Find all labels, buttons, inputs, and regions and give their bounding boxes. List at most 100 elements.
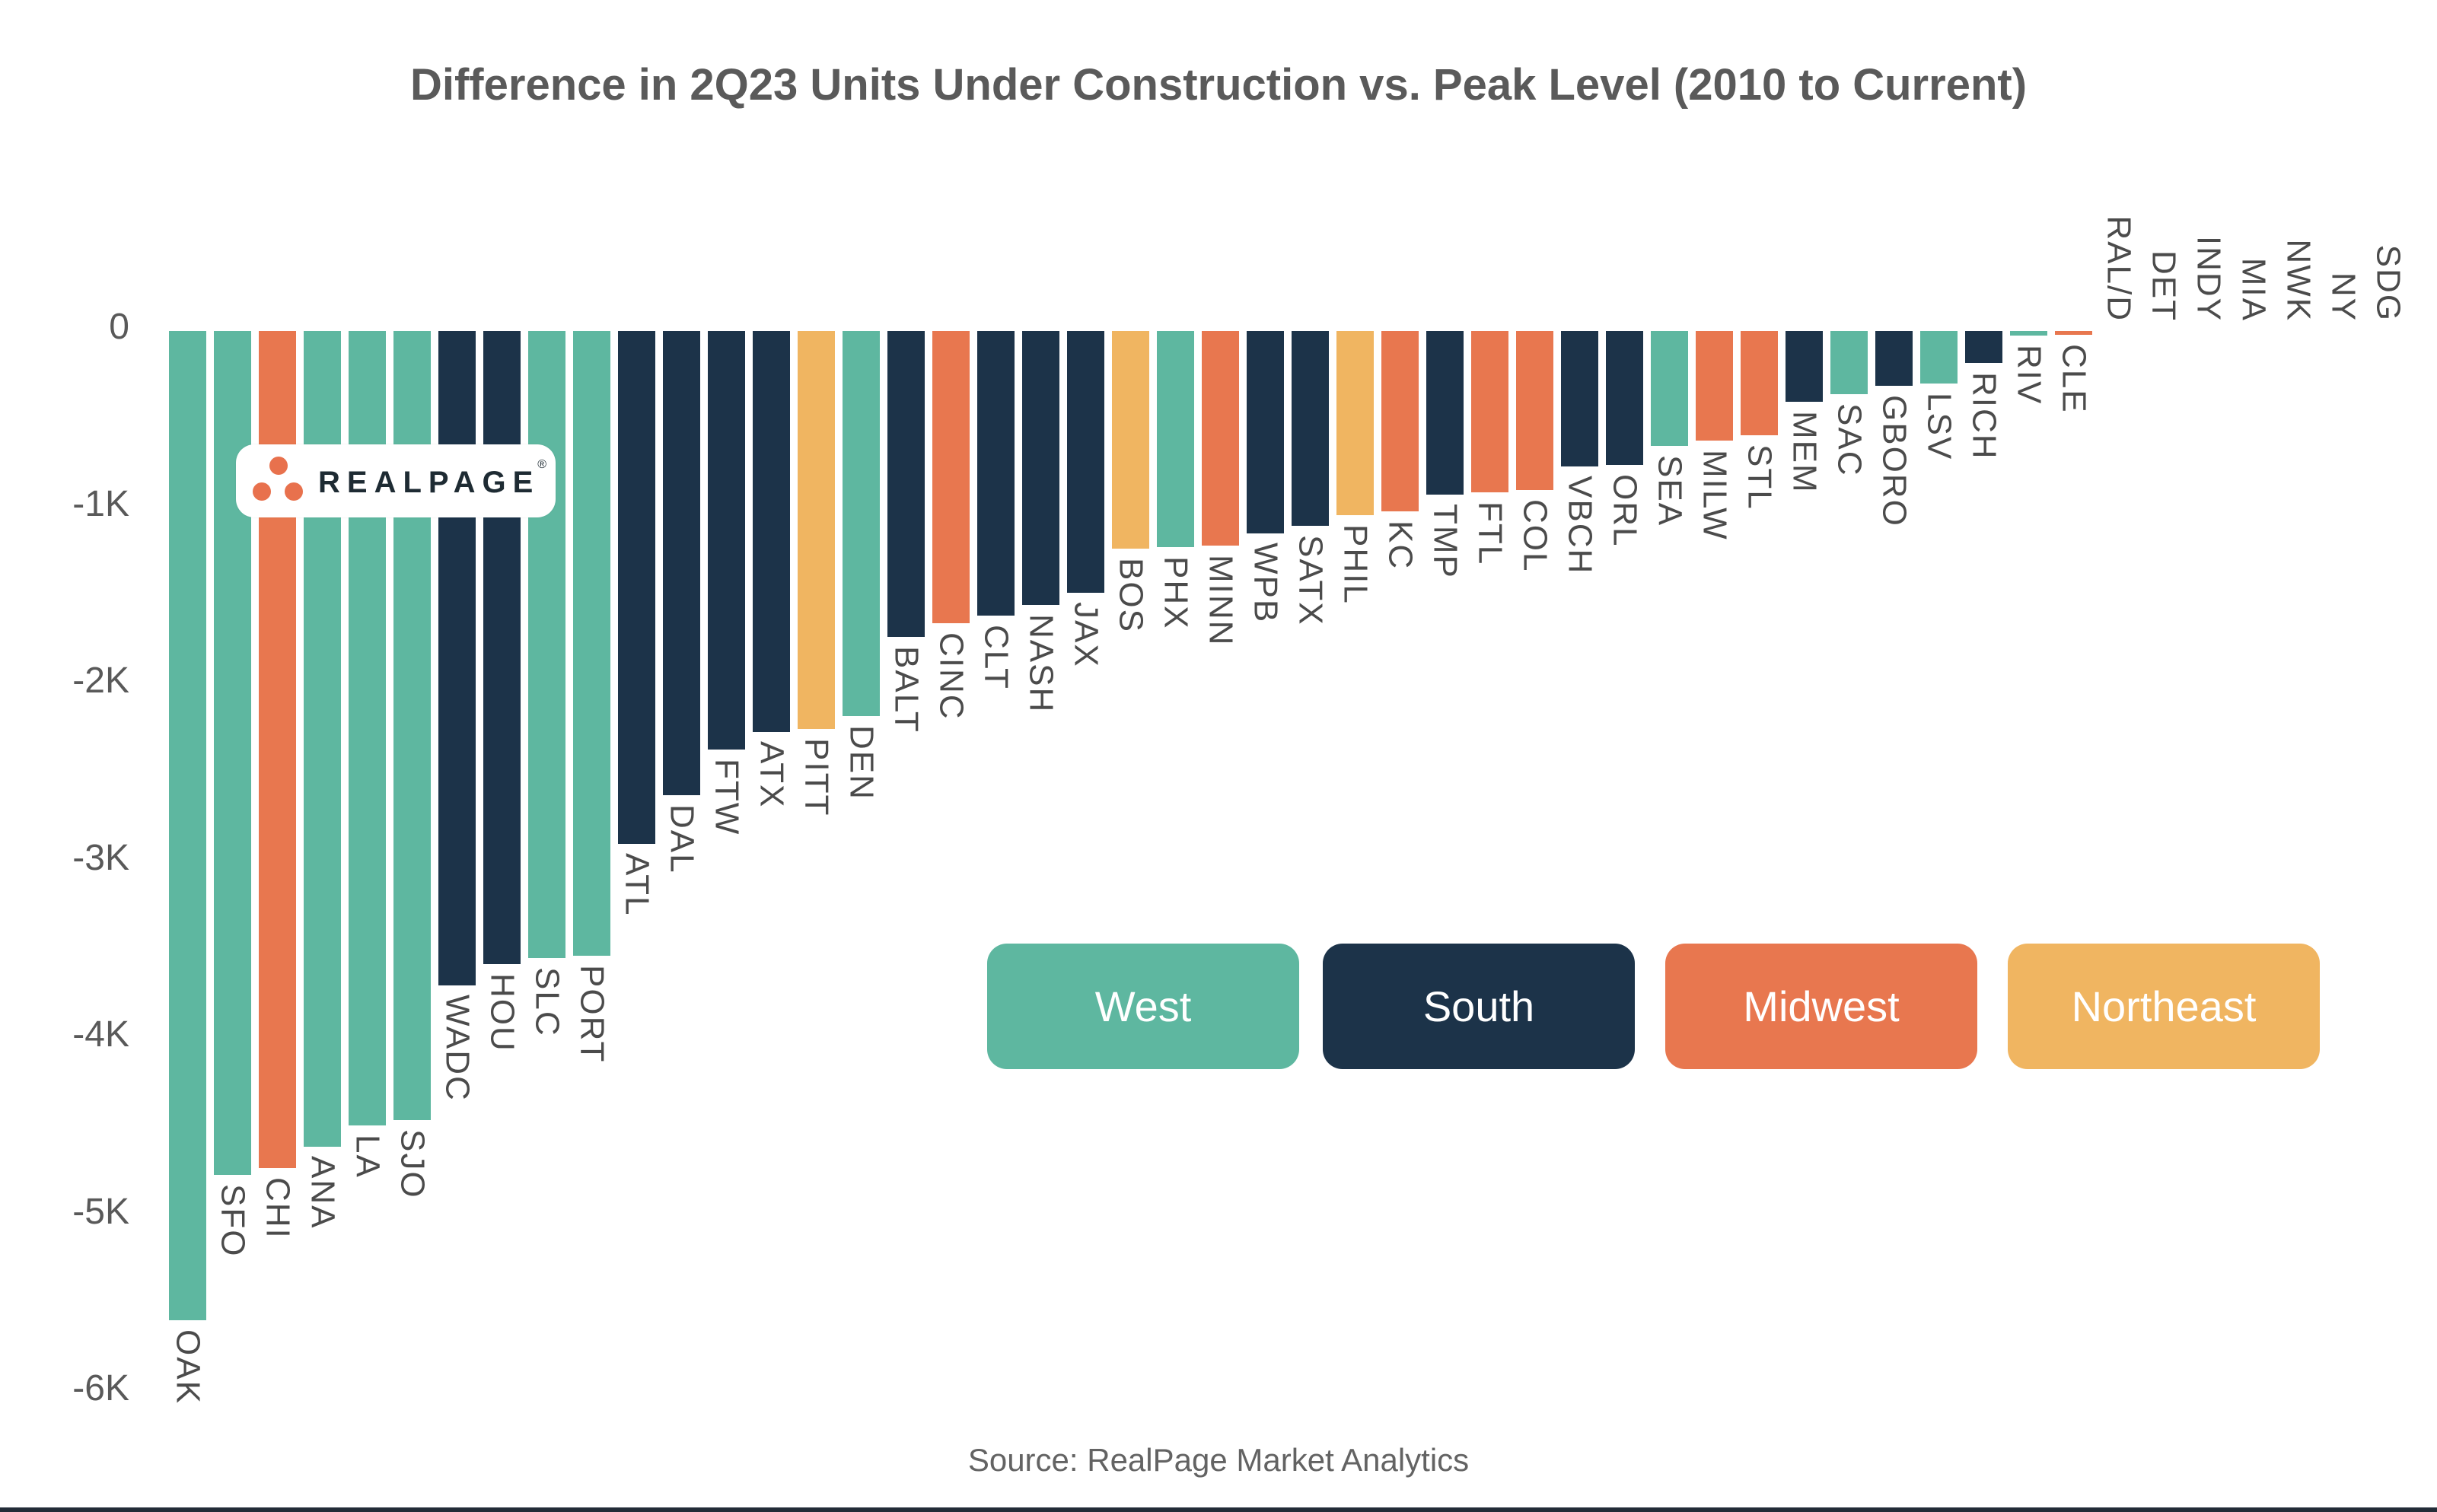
bar-label-COL: COL — [1516, 499, 1554, 573]
bar-label-NWK: NWK — [2279, 239, 2318, 322]
bar-label-CLT: CLT — [977, 625, 1015, 690]
y-tick-label: -2K — [72, 661, 129, 701]
bar-BALT — [887, 331, 925, 637]
bar-PHIL — [1336, 331, 1374, 515]
bar-label-DEN: DEN — [843, 725, 881, 801]
bar-label-WADC: WADC — [438, 995, 476, 1102]
bar-label-ATX: ATX — [753, 741, 791, 809]
bar-LSV — [1920, 331, 1958, 384]
bar-label-HOU: HOU — [483, 973, 521, 1052]
bar-label-CHI: CHI — [259, 1177, 297, 1240]
bar-label-SLC: SLC — [528, 967, 566, 1037]
plot-area: OAK SFO CHI ANA LA SJO WADC HOU SLC PORT ATL DAL FTW… — [169, 215, 2422, 1512]
bar-label-VBCH: VBCH — [1561, 476, 1599, 575]
bottom-border — [0, 1507, 2437, 1512]
y-tick-label: 0 — [109, 307, 129, 347]
source-note: Source: RealPage Market Analytics — [967, 1442, 1470, 1478]
y-tick-label: -5K — [72, 1191, 129, 1232]
bar-label-RAL/D: RAL/D — [2100, 215, 2138, 322]
bar-KC — [1381, 331, 1419, 511]
bar-STL — [1741, 331, 1778, 435]
bar-label-DET: DET — [2145, 250, 2183, 322]
bar-label-MEM: MEM — [1786, 411, 1824, 494]
bar-PHX — [1157, 331, 1194, 547]
bar-RICH — [1965, 331, 2002, 363]
bar-label-ANA: ANA — [304, 1156, 342, 1230]
bar-label-BALT: BALT — [887, 646, 925, 734]
bar-MILW — [1696, 331, 1733, 441]
bar-label-SEA: SEA — [1651, 455, 1689, 527]
legend-item-northeast: Northeast — [2008, 944, 2320, 1069]
bar-label-PHIL: PHIL — [1336, 524, 1375, 605]
bar-CLT — [977, 331, 1015, 616]
bar-OAK — [169, 331, 206, 1320]
bar-JAX — [1067, 331, 1104, 593]
y-tick-label: -3K — [72, 837, 129, 878]
bar-FTW — [708, 331, 745, 750]
bar-label-CLE: CLE — [2055, 344, 2093, 414]
bar-TMP — [1426, 331, 1464, 495]
bar-label-MILW: MILW — [1696, 450, 1734, 541]
bar-label-PITT: PITT — [798, 738, 836, 817]
bar-label-INDY: INDY — [2190, 235, 2228, 322]
bar-ORL — [1606, 331, 1643, 465]
bar-SATX — [1292, 331, 1329, 526]
bar-label-ORL: ORL — [1606, 474, 1644, 548]
bar-ATL — [618, 331, 655, 844]
bar-label-MIA: MIA — [2235, 257, 2273, 322]
bar-CLE — [2055, 331, 2092, 335]
legend-item-south: South — [1323, 944, 1635, 1069]
y-tick-label: -1K — [72, 483, 129, 524]
bar-MEM — [1786, 331, 1823, 402]
y-tick-label: -4K — [72, 1014, 129, 1055]
bar-DEN — [843, 331, 880, 716]
bar-label-LSV: LSV — [1920, 393, 1958, 461]
bar-label-PORT: PORT — [573, 965, 611, 1064]
bar-label-LA: LA — [349, 1135, 387, 1179]
logo-dot-icon — [253, 482, 271, 501]
bar-ATX — [753, 331, 790, 732]
bar-WADC — [438, 331, 476, 985]
bar-label-SJO: SJO — [393, 1129, 432, 1199]
bar-label-RIV: RIV — [2010, 345, 2048, 406]
bar-label-ATL: ATL — [618, 853, 656, 917]
bar-NASH — [1022, 331, 1059, 605]
bar-label-RICH: RICH — [1965, 372, 2003, 460]
bar-label-SATX: SATX — [1292, 535, 1330, 626]
bar-label-SDG: SDG — [2369, 244, 2407, 322]
bar-label-STL: STL — [1741, 444, 1779, 511]
bar-label-SFO: SFO — [214, 1184, 252, 1258]
legend-item-west: West — [987, 944, 1299, 1069]
bar-RIV — [2010, 331, 2047, 336]
bar-COL — [1516, 331, 1553, 490]
bar-SEA — [1651, 331, 1688, 446]
bar-GBORO — [1875, 331, 1913, 386]
bar-label-NASH: NASH — [1022, 614, 1060, 714]
legend-item-midwest: Midwest — [1665, 944, 1977, 1069]
y-axis: 0 -1K -2K -3K -4K -5K -6K — [0, 0, 137, 1512]
page-title: Difference in 2Q23 Units Under Construct… — [409, 60, 2028, 110]
logo-dot-icon — [269, 457, 288, 475]
bar-WPB — [1247, 331, 1284, 533]
realpage-logo: REALPAGE ® — [236, 444, 556, 517]
bar-FTL — [1471, 331, 1508, 492]
bar-SLC — [528, 331, 565, 958]
y-tick-label: -6K — [72, 1368, 129, 1409]
logo-dot-icon — [285, 482, 303, 501]
bar-label-SAC: SAC — [1830, 403, 1868, 477]
logo-wordmark: REALPAGE — [318, 466, 540, 499]
bar-label-PHX: PHX — [1157, 556, 1195, 630]
bar-label-JAX: JAX — [1067, 602, 1105, 668]
bar-label-MINN: MINN — [1202, 555, 1240, 647]
bar-label-KC: KC — [1381, 520, 1419, 571]
bar-label-FTL: FTL — [1471, 501, 1509, 566]
bar-label-DAL: DAL — [663, 804, 701, 874]
bar-VBCH — [1561, 331, 1598, 466]
bar-label-WPB: WPB — [1247, 543, 1285, 624]
bar-SAC — [1830, 331, 1868, 394]
bar-MINN — [1202, 331, 1239, 546]
bar-label-NY: NY — [2324, 272, 2362, 322]
bar-label-GBORO: GBORO — [1875, 395, 1913, 527]
bar-PORT — [573, 331, 610, 956]
